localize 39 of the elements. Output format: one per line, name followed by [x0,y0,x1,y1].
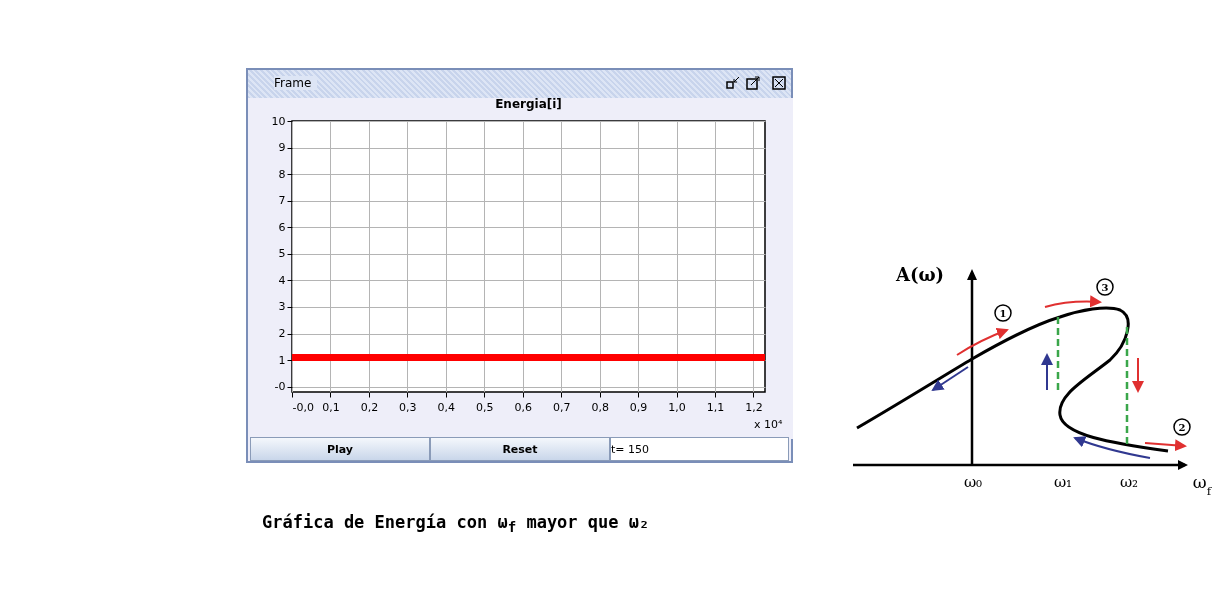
text: ω₂ [1119,473,1139,491]
y-tick-label: 3 [278,300,286,314]
text: Play [250,437,430,461]
y-tick-label: -0 [274,380,286,394]
x-tick-label: 1,0 [668,400,686,414]
text: 2 [1178,422,1186,433]
text: 1 [999,308,1007,319]
y-tick-label: 2 [278,327,286,341]
x-tick-label: 1,1 [706,400,725,414]
y-tick-label: 7 [278,194,286,208]
x-tick-label: 0,3 [399,400,417,414]
x-tick-label: 0,9 [629,400,648,414]
y-tick-label: 9 [278,141,286,155]
x-tick-label: 0,6 [514,400,532,414]
x-tick-label: -0,0 [292,400,314,414]
x-tick-label: 0,1 [322,400,340,414]
text: Reset [430,437,610,461]
y-tick-label: 1 [278,353,286,367]
x-tick-label: 0,2 [360,400,379,414]
text: ω$_{f}$ [1192,472,1213,498]
text: t= 150 [610,437,789,461]
text: 3 [1101,282,1109,293]
y-tick-label: 5 [278,247,286,261]
text: Gráfica de Energía con ω$_{f}$ mayor que ω₂ [262,512,650,536]
y-tick-label: 4 [278,273,286,287]
text: ω₀ [963,473,983,491]
x-tick-label: 1,2 [745,400,763,414]
y-tick-label: 8 [278,167,286,181]
x-tick-label: 0,4 [437,400,456,414]
x-tick-label: 0,7 [552,400,571,414]
text: ω₁ [1053,473,1073,491]
x-tick-label: 0,8 [591,400,609,414]
text: A(ω) [894,264,945,285]
text: x 10⁴ [754,418,783,431]
text: Frame [274,76,318,90]
y-tick-label: 10 [271,114,286,128]
y-tick-label: 6 [278,220,286,234]
x-tick-label: 0,5 [476,400,494,414]
chart-title: Energia[i] [495,97,562,111]
